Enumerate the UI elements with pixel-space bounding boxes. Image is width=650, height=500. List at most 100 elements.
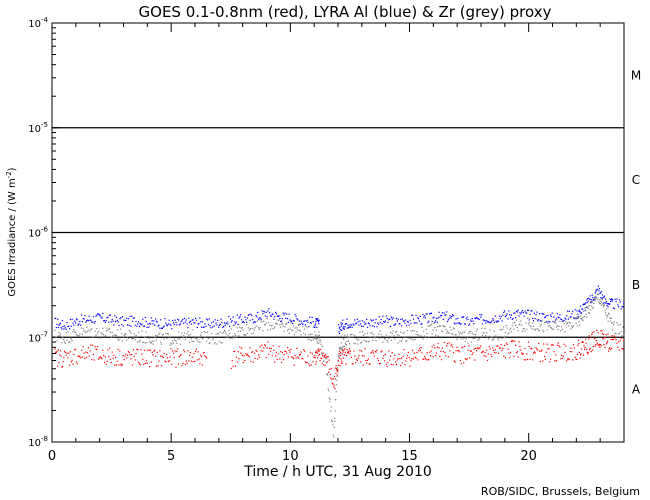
data-point — [132, 364, 134, 366]
data-point — [492, 347, 494, 349]
data-point — [452, 327, 455, 329]
data-point — [593, 302, 595, 304]
data-point — [223, 329, 226, 331]
data-point — [113, 336, 115, 338]
data-point — [254, 327, 256, 329]
data-point — [439, 355, 441, 357]
data-point — [342, 327, 344, 329]
data-point — [200, 334, 202, 336]
data-point — [596, 342, 598, 344]
data-point — [348, 350, 350, 352]
data-point — [124, 355, 126, 357]
data-point — [94, 320, 96, 323]
data-point — [85, 321, 87, 323]
data-point — [306, 319, 308, 321]
data-point — [275, 322, 277, 324]
data-point — [538, 313, 541, 315]
data-point — [318, 348, 320, 350]
data-point — [500, 343, 502, 346]
data-point — [237, 330, 239, 333]
data-point — [517, 309, 519, 312]
data-point — [263, 311, 266, 313]
data-point — [337, 371, 339, 373]
data-point — [396, 359, 398, 361]
data-point — [242, 320, 244, 323]
data-point — [102, 327, 104, 329]
data-point — [516, 326, 518, 329]
data-point — [572, 317, 575, 319]
data-point — [439, 316, 441, 318]
data-point — [503, 336, 506, 339]
data-point — [593, 331, 595, 333]
data-point — [252, 332, 255, 334]
data-point — [246, 321, 248, 323]
data-point — [447, 332, 450, 334]
data-point — [337, 360, 339, 362]
data-point — [602, 297, 604, 299]
data-point — [175, 321, 177, 324]
data-point — [261, 344, 263, 346]
data-point — [590, 300, 592, 302]
data-point — [397, 357, 399, 360]
data-point — [56, 323, 58, 325]
data-point — [451, 343, 453, 345]
data-point — [528, 321, 530, 324]
data-point — [566, 358, 569, 360]
data-point — [99, 337, 101, 339]
data-point — [149, 322, 151, 324]
data-point — [572, 310, 574, 312]
data-point — [431, 320, 433, 323]
data-point — [191, 340, 193, 343]
data-point — [408, 335, 410, 337]
data-point — [288, 313, 290, 315]
data-point — [148, 337, 150, 339]
data-point — [122, 325, 124, 327]
data-point — [303, 328, 306, 330]
data-point — [110, 336, 112, 338]
data-point — [72, 322, 74, 324]
data-point — [341, 329, 343, 331]
data-point — [452, 314, 454, 316]
data-point — [301, 322, 303, 324]
y-tick-base: 10 — [28, 229, 41, 240]
data-point — [585, 313, 587, 315]
data-point — [417, 317, 419, 319]
data-point — [63, 338, 65, 341]
data-point — [297, 323, 300, 326]
data-point — [230, 321, 232, 323]
data-point — [573, 347, 575, 349]
data-point — [63, 350, 66, 352]
data-point — [481, 351, 483, 354]
data-point — [604, 302, 606, 304]
data-point — [514, 321, 516, 324]
data-point — [384, 338, 387, 340]
data-point — [549, 321, 551, 323]
data-point — [381, 323, 383, 325]
data-point — [289, 328, 291, 330]
data-point — [345, 363, 347, 365]
data-point — [540, 320, 542, 322]
data-point — [136, 325, 138, 327]
data-point — [126, 354, 129, 356]
data-point — [305, 325, 307, 328]
data-point — [505, 342, 507, 344]
data-point — [468, 324, 470, 327]
data-point — [526, 358, 529, 360]
data-point — [309, 316, 311, 318]
data-point — [579, 311, 581, 313]
data-point — [526, 317, 529, 319]
data-point — [504, 357, 507, 359]
data-point — [578, 324, 581, 326]
data-point — [429, 312, 432, 315]
data-point — [292, 329, 294, 331]
data-point — [540, 323, 542, 326]
y-tick-base: 10 — [28, 124, 41, 135]
data-point — [132, 317, 135, 319]
data-point — [463, 331, 466, 333]
data-point — [195, 337, 198, 340]
data-point — [415, 334, 417, 336]
data-point — [512, 318, 514, 320]
data-point — [281, 318, 284, 320]
data-point — [130, 358, 132, 360]
data-point — [391, 352, 393, 354]
